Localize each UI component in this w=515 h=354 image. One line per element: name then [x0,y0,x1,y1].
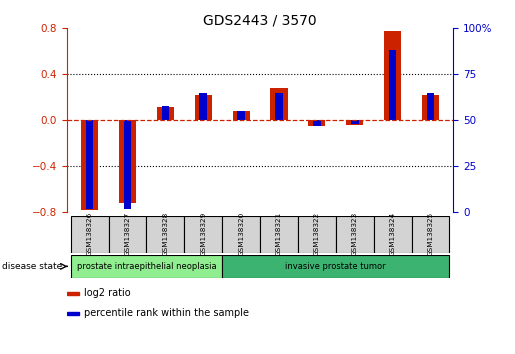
Bar [157,107,174,120]
Text: GSM138326: GSM138326 [87,212,93,256]
Text: GSM138328: GSM138328 [162,212,168,256]
Bar [427,93,434,120]
Bar [71,216,109,253]
Bar [336,216,374,253]
Text: GSM138327: GSM138327 [125,212,130,256]
Bar [67,292,78,295]
Text: log2 ratio: log2 ratio [84,288,131,298]
Bar [71,255,222,278]
Bar [81,120,98,210]
Text: GSM138329: GSM138329 [200,212,207,256]
Text: GSM138322: GSM138322 [314,212,320,256]
Text: invasive prostate tumor: invasive prostate tumor [285,262,386,271]
Bar [146,216,184,253]
Text: GSM138320: GSM138320 [238,212,244,256]
Bar [298,216,336,253]
Title: GDS2443 / 3570: GDS2443 / 3570 [203,13,317,27]
Bar [275,93,283,120]
Bar [195,95,212,120]
Bar [411,216,450,253]
Bar [346,120,363,125]
Text: GSM138323: GSM138323 [352,212,358,256]
Bar [233,111,250,120]
Bar [119,120,136,203]
Text: percentile rank within the sample: percentile rank within the sample [84,308,249,318]
Bar [124,120,131,209]
Bar [389,50,397,120]
Bar [109,216,146,253]
Bar [384,31,401,120]
Bar [308,120,325,126]
Bar [422,95,439,120]
Bar [162,105,169,120]
Bar [270,88,287,120]
Bar [237,111,245,120]
Bar [199,93,207,120]
Bar [351,120,358,124]
Text: GSM138324: GSM138324 [390,212,396,256]
Text: GSM138325: GSM138325 [427,212,434,256]
Text: GSM138321: GSM138321 [276,212,282,256]
Bar [67,312,78,315]
Bar [374,216,411,253]
Text: disease state: disease state [2,262,62,271]
Bar [222,216,260,253]
Bar [313,120,321,126]
Bar [184,216,222,253]
Bar [260,216,298,253]
Text: prostate intraepithelial neoplasia: prostate intraepithelial neoplasia [77,262,216,271]
Bar [86,120,93,209]
Bar [222,255,450,278]
